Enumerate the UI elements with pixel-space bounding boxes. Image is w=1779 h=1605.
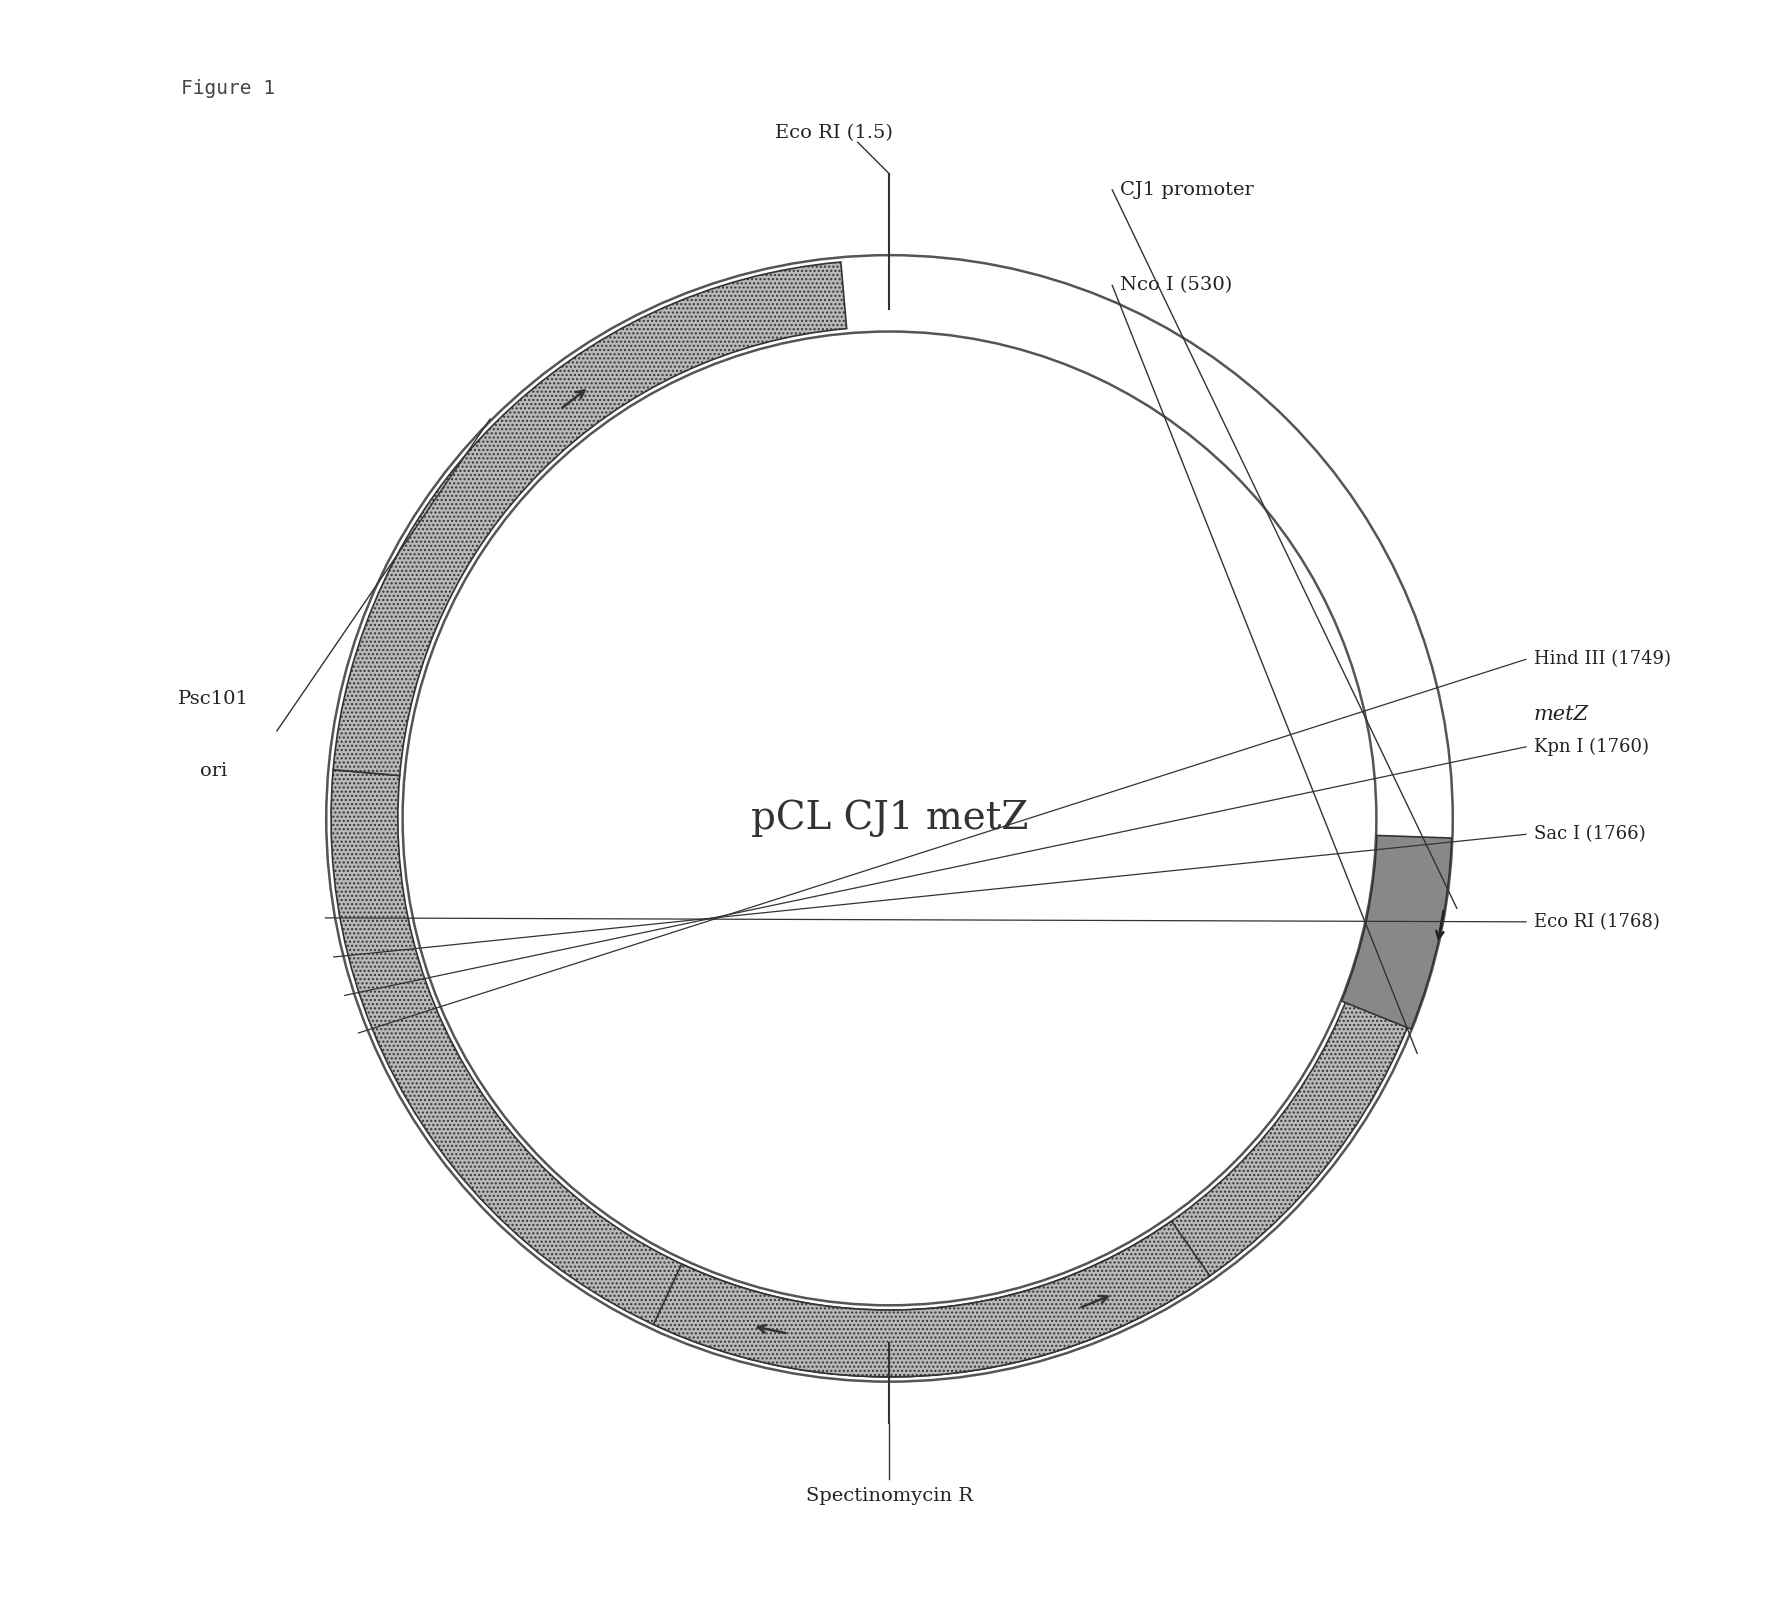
Text: pCL CJ1 metZ: pCL CJ1 metZ xyxy=(751,799,1028,838)
Text: metZ: metZ xyxy=(1533,706,1589,724)
Wedge shape xyxy=(653,1221,1210,1377)
Wedge shape xyxy=(331,770,1439,1377)
Text: Spectinomycin R: Spectinomycin R xyxy=(806,1486,973,1504)
Text: Psc101: Psc101 xyxy=(178,690,249,708)
Wedge shape xyxy=(1341,836,1452,1029)
Text: Eco RI (1768): Eco RI (1768) xyxy=(1533,913,1660,931)
Text: Kpn I (1760): Kpn I (1760) xyxy=(1533,738,1649,756)
Text: ori: ori xyxy=(199,762,228,780)
Text: Hind III (1749): Hind III (1749) xyxy=(1533,650,1670,668)
Wedge shape xyxy=(333,262,847,775)
Text: Eco RI (1.5): Eco RI (1.5) xyxy=(776,124,893,143)
Text: Figure 1: Figure 1 xyxy=(181,79,276,98)
Text: CJ1 promoter: CJ1 promoter xyxy=(1121,181,1254,199)
Text: Sac I (1766): Sac I (1766) xyxy=(1533,825,1646,843)
Text: Nco I (530): Nco I (530) xyxy=(1121,276,1233,294)
